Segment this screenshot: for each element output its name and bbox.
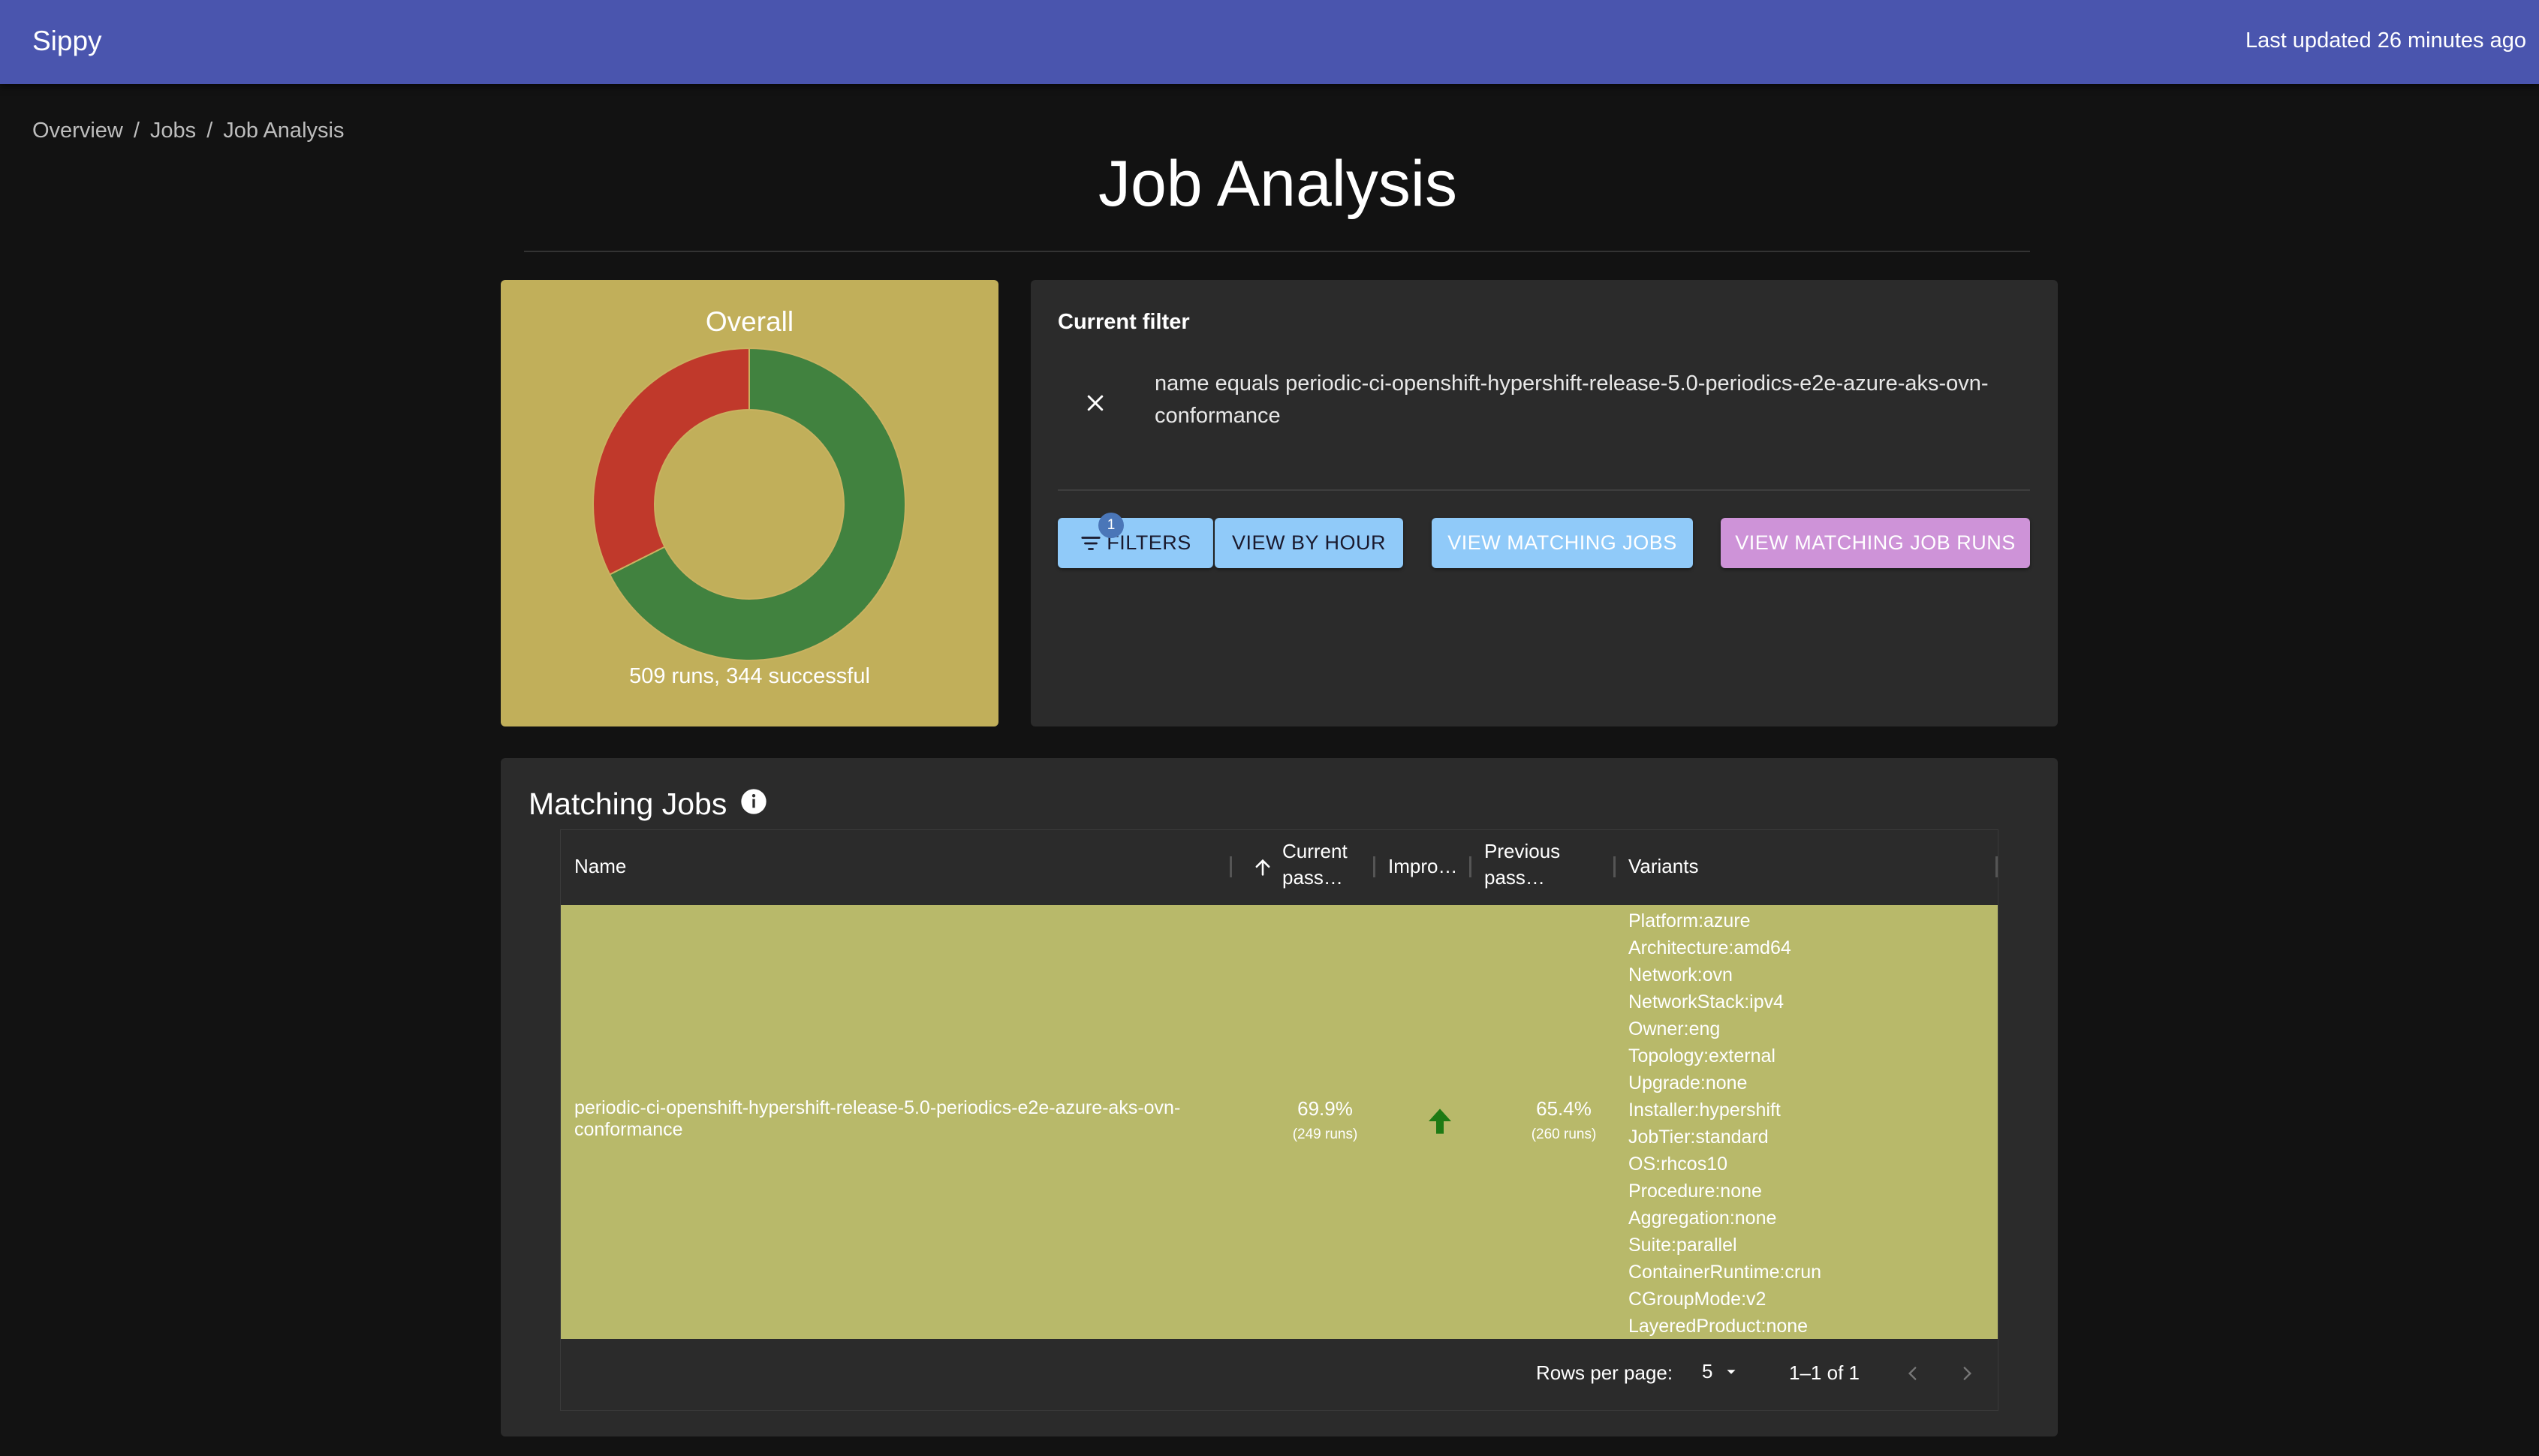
filter-list-icon [1081, 536, 1101, 550]
filters-button[interactable]: Filters [1058, 518, 1213, 568]
breadcrumb-overview[interactable]: Overview [32, 119, 123, 143]
arrow-up-icon [1429, 1109, 1451, 1134]
donut-success-slice[interactable] [608, 347, 906, 661]
filters-button-label: Filters [1107, 531, 1191, 554]
column-header-previous-pass-line1: Previous [1484, 840, 1561, 862]
page-title: Job Analysis [1098, 148, 1458, 220]
column-header-current-pass-line1: Current [1282, 840, 1348, 862]
overall-donut-chart [592, 347, 906, 661]
variant-item: Installer:hypershift [1628, 1100, 1781, 1121]
variant-item: CGroupMode:v2 [1628, 1289, 1766, 1310]
grid-header [560, 829, 1998, 905]
variant-item: Aggregation:none [1628, 1208, 1777, 1229]
matching-jobs-title: Matching Jobs [529, 787, 727, 821]
column-header-improvement[interactable]: Impro… [1388, 855, 1458, 877]
chevron-left-icon [1908, 1367, 1917, 1380]
column-header-previous-pass-line2: pass… [1484, 866, 1545, 889]
column-separator[interactable] [1373, 856, 1375, 877]
sort-ascending-icon[interactable] [1252, 857, 1273, 878]
donut-failure-slice[interactable] [592, 347, 750, 576]
close-icon [1087, 395, 1104, 411]
view-matching-jobs-button[interactable]: View matching jobs [1432, 518, 1693, 568]
title-divider [524, 251, 2030, 252]
variant-item: Upgrade:none [1628, 1072, 1748, 1094]
breadcrumb: Overview / Jobs / Job Analysis [32, 119, 344, 143]
overall-summary: 509 runs, 344 successful [629, 664, 870, 688]
variant-item: Procedure:none [1628, 1181, 1762, 1202]
column-header-name[interactable]: Name [574, 855, 627, 877]
variant-item: Suite:parallel [1628, 1235, 1737, 1256]
current-pass-runs: (249 runs) [1292, 1127, 1358, 1142]
info-icon[interactable] [739, 787, 769, 817]
variant-item: LayeredProduct:none [1628, 1316, 1809, 1337]
variant-item: Network:ovn [1628, 964, 1733, 985]
filter-card [1031, 280, 2058, 726]
filter-expression: name equals periodic-ci-openshift-hypers… [1155, 372, 1989, 428]
current-pass-value: 69.9% [1297, 1097, 1353, 1120]
filter-heading: Current filter [1058, 310, 1190, 334]
rows-per-page-label: Rows per page: [1536, 1361, 1673, 1384]
pagination-range: 1–1 of 1 [1789, 1361, 1860, 1384]
column-header-variants[interactable]: Variants [1628, 855, 1699, 877]
column-header-previous-pass[interactable]: Previous pass… [1484, 838, 1560, 891]
variant-item: OS:rhcos10 [1628, 1154, 1728, 1175]
chevron-right-icon [1963, 1367, 1972, 1380]
variant-item: Topology:external [1628, 1045, 1775, 1066]
variant-item: ContainerRuntime:crun [1628, 1262, 1822, 1283]
column-separator[interactable] [1469, 856, 1471, 877]
column-separator[interactable] [1613, 856, 1616, 877]
jobs-data-grid [560, 829, 1998, 1411]
overall-title: Overall [705, 306, 794, 337]
filter-count-badge: 1 [1098, 513, 1124, 538]
last-updated-text: Last updated 26 minutes ago [2245, 29, 2526, 53]
variant-item: Owner:eng [1628, 1018, 1721, 1039]
chevron-down-icon [1727, 1369, 1736, 1374]
breadcrumb-jobs[interactable]: Jobs [149, 119, 197, 143]
column-header-current-pass-line2: pass… [1282, 866, 1343, 889]
job-name-cell[interactable]: periodic-ci-openshift-hypershift-release… [574, 1097, 1181, 1140]
breadcrumb-separator: / [133, 119, 140, 143]
breadcrumb-separator: / [206, 119, 213, 143]
app-title[interactable]: Sippy [32, 26, 102, 56]
variants-cell: Platform:azure Architecture:amd64 Networ… [1628, 907, 1821, 1340]
column-separator[interactable] [1995, 856, 1998, 877]
view-by-hour-button[interactable]: View by hour [1215, 518, 1403, 568]
previous-pass-runs: (260 runs) [1531, 1127, 1597, 1142]
grid-footer [561, 1339, 1998, 1410]
previous-page-button[interactable] [1898, 1358, 1928, 1388]
column-header-current-pass[interactable]: Current pass… [1282, 838, 1348, 891]
rows-per-page-select[interactable]: 5 [1702, 1360, 1739, 1383]
rows-per-page-value: 5 [1702, 1360, 1713, 1382]
previous-pass-cell: 65.4% (260 runs) [1515, 1097, 1613, 1143]
variant-item: Platform:azure [1628, 910, 1751, 931]
previous-pass-value: 65.4% [1536, 1097, 1592, 1120]
remove-filter-button[interactable] [1069, 377, 1122, 429]
breadcrumb-job-analysis: Job Analysis [223, 119, 345, 143]
variant-item: JobTier:standard [1628, 1127, 1769, 1148]
filter-divider [1058, 489, 2030, 491]
column-separator[interactable] [1230, 856, 1232, 877]
view-matching-job-runs-button[interactable]: View matching job runs [1721, 518, 2030, 568]
variant-item: NetworkStack:ipv4 [1628, 991, 1785, 1012]
current-pass-cell: 69.9% (249 runs) [1276, 1097, 1374, 1143]
app-bar: Sippy Last updated 26 minutes ago [0, 0, 2539, 84]
next-page-button[interactable] [1952, 1358, 1982, 1388]
variant-item: Architecture:amd64 [1628, 937, 1791, 958]
table-row[interactable] [561, 905, 1998, 1339]
